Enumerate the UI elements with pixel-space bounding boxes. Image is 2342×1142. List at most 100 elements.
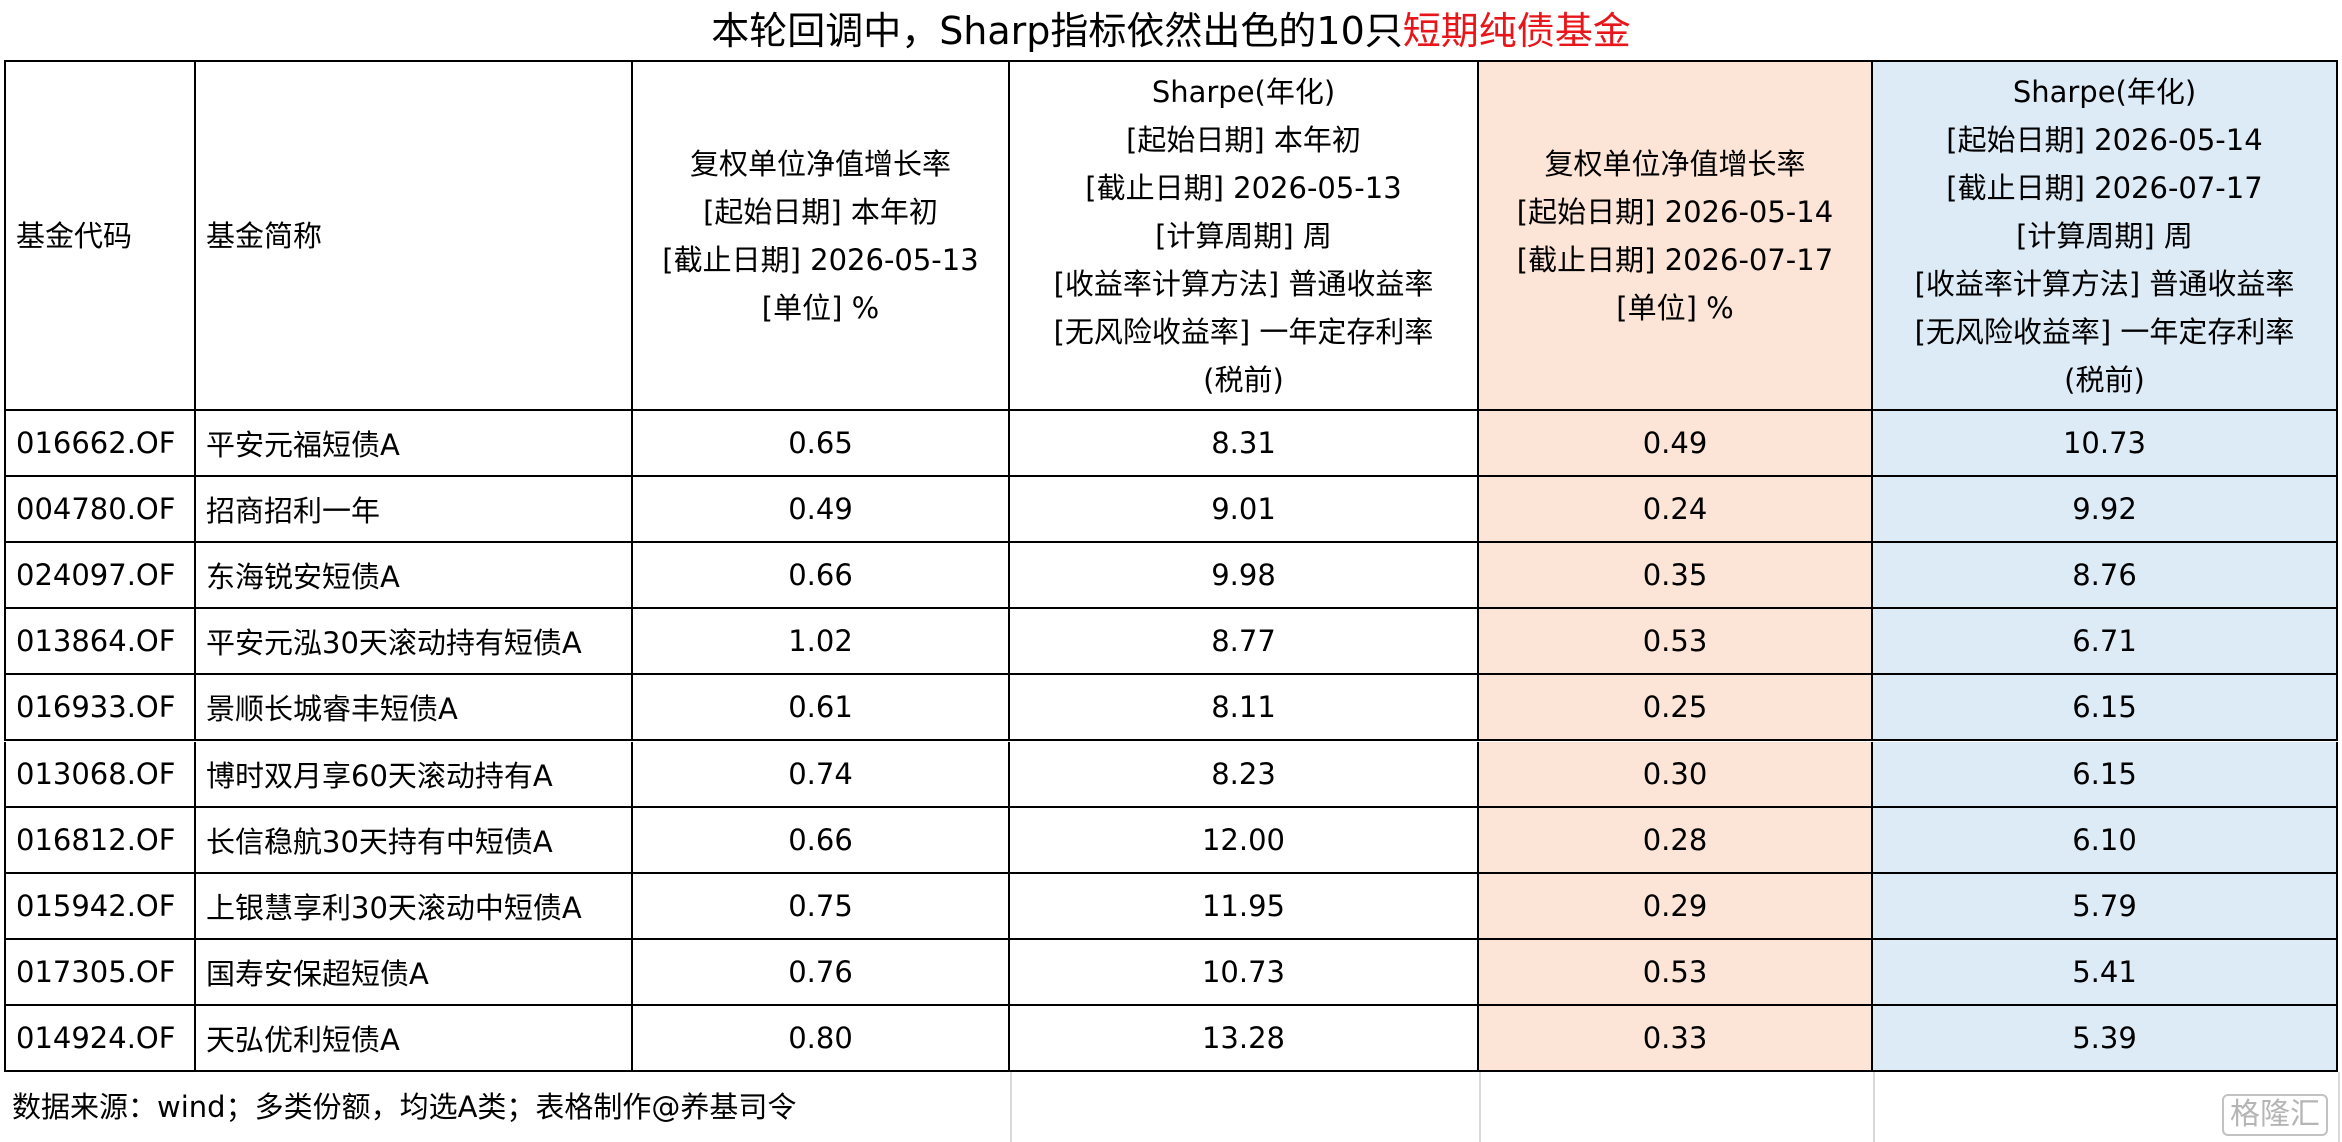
table-cell: 016933.OF xyxy=(4,675,196,742)
table-cell: 0.66 xyxy=(633,807,1010,874)
footer-divider xyxy=(1479,1072,1481,1142)
header-line: [截止日期] 2026-07-17 xyxy=(1516,242,1834,277)
table-cell: 0.80 xyxy=(633,1005,1010,1072)
table-cell: 平安元福短债A xyxy=(196,411,633,478)
table-cell: 5.41 xyxy=(1873,939,2338,1006)
header-line: (税前) xyxy=(2064,362,2145,397)
table-cell: 6.15 xyxy=(1873,741,2338,808)
table-cell: 016812.OF xyxy=(4,807,196,874)
table-cell: 博时双月享60天滚动持有A xyxy=(196,741,633,808)
header-line: 基金代码 xyxy=(16,218,133,253)
table-cell: 11.95 xyxy=(1010,873,1479,940)
table-cell: 8.31 xyxy=(1010,411,1479,478)
header-cell: 复权单位净值增长率 [起始日期] 2026-05-14 [截止日期] 2026-07… xyxy=(1479,60,1873,411)
table-cell: 8.23 xyxy=(1010,741,1479,808)
title-highlight: 短期纯债基金 xyxy=(1402,9,1631,53)
table-cell: 平安元泓30天滚动持有短债A xyxy=(196,609,633,676)
footer-divider xyxy=(1873,1072,1875,1142)
header-line: [起始日期] 2026-05-14 xyxy=(1516,194,1834,229)
header-line: 基金简称 xyxy=(206,218,323,253)
header-line: 复权单位净值增长率 xyxy=(1544,146,1806,181)
table-cell: 017305.OF xyxy=(4,939,196,1006)
table-cell: 13.28 xyxy=(1010,1005,1479,1072)
table-cell: 5.39 xyxy=(1873,1005,2338,1072)
footer-note: 数据来源：wind；多类份额，均选A类；表格制作@养基司令 xyxy=(12,1090,797,1124)
watermark: 格隆汇 xyxy=(2222,1094,2328,1136)
table-cell: 0.35 xyxy=(1479,543,1873,610)
table-cell: 国寿安保超短债A xyxy=(196,939,633,1006)
table-cell: 0.33 xyxy=(1479,1005,1873,1072)
header-line: [无风险收益率] 一年定存利率 xyxy=(1914,314,2295,349)
table-cell: 景顺长城睿丰短债A xyxy=(196,675,633,742)
header-line: [无风险收益率] 一年定存利率 xyxy=(1053,314,1434,349)
header-line: [单位] % xyxy=(1616,290,1734,325)
table-cell: 0.25 xyxy=(1479,675,1873,742)
table-cell: 8.11 xyxy=(1010,675,1479,742)
header-line: [起始日期] 2026-05-14 xyxy=(1946,122,2263,157)
header-line: [收益率计算方法] 普通收益率 xyxy=(1053,266,1434,301)
table-cell: 0.28 xyxy=(1479,807,1873,874)
table-cell: 0.49 xyxy=(1479,411,1873,478)
table-cell: 015942.OF xyxy=(4,873,196,940)
table-cell: 0.75 xyxy=(633,873,1010,940)
table-cell: 招商招利一年 xyxy=(196,477,633,544)
header-line: Sharpe(年化) xyxy=(2012,74,2197,109)
header-line: [收益率计算方法] 普通收益率 xyxy=(1914,266,2295,301)
table-cell: 8.77 xyxy=(1010,609,1479,676)
table-cell: 天弘优利短债A xyxy=(196,1005,633,1072)
table-cell: 6.10 xyxy=(1873,807,2338,874)
table-cell: 0.66 xyxy=(633,543,1010,610)
table-cell: 9.01 xyxy=(1010,477,1479,544)
table-cell: 0.61 xyxy=(633,675,1010,742)
table-cell: 013068.OF xyxy=(4,741,196,808)
header-line: [起始日期] 本年初 xyxy=(703,194,938,229)
table-cell: 5.79 xyxy=(1873,873,2338,940)
table-cell: 0.49 xyxy=(633,477,1010,544)
header-line: (税前) xyxy=(1203,362,1284,397)
header-line: [截止日期] 2026-05-13 xyxy=(1085,170,1402,205)
table-cell: 0.30 xyxy=(1479,741,1873,808)
table-cell: 10.73 xyxy=(1873,411,2338,478)
header-cell: Sharpe(年化) [起始日期] 本年初 [截止日期] 2026-05-13 [计算… xyxy=(1010,60,1479,411)
table-cell: 0.74 xyxy=(633,741,1010,808)
header-line: Sharpe(年化) xyxy=(1151,74,1336,109)
title: 本轮回调中，Sharp指标依然出色的10只短期纯债基金 xyxy=(0,0,2342,60)
header-line: 复权单位净值增长率 xyxy=(689,146,951,181)
header-line: [截止日期] 2026-05-13 xyxy=(662,242,979,277)
table-cell: 024097.OF xyxy=(4,543,196,610)
table-cell: 0.65 xyxy=(633,411,1010,478)
table-cell: 013864.OF xyxy=(4,609,196,676)
table-cell: 6.15 xyxy=(1873,675,2338,742)
table-cell: 1.02 xyxy=(633,609,1010,676)
header-line: [计算周期] 周 xyxy=(2016,218,2193,253)
header-line: [计算周期] 周 xyxy=(1155,218,1332,253)
header-cell: 基金简称 xyxy=(196,60,633,411)
table-cell: 12.00 xyxy=(1010,807,1479,874)
table-cell: 0.24 xyxy=(1479,477,1873,544)
table-cell: 长信稳航30天持有中短债A xyxy=(196,807,633,874)
header-cell: 复权单位净值增长率 [起始日期] 本年初 [截止日期] 2026-05-13 [单位]… xyxy=(633,60,1010,411)
table-cell: 上银慧享利30天滚动中短债A xyxy=(196,873,633,940)
table-cell: 0.76 xyxy=(633,939,1010,1006)
header-cell: Sharpe(年化) [起始日期] 2026-05-14 [截止日期] 2026-0… xyxy=(1873,60,2338,411)
header-line: [截止日期] 2026-07-17 xyxy=(1946,170,2263,205)
header-line: [单位] % xyxy=(761,290,880,325)
table-cell: 9.92 xyxy=(1873,477,2338,544)
table-cell: 8.76 xyxy=(1873,543,2338,610)
table-cell: 016662.OF xyxy=(4,411,196,478)
table-cell: 10.73 xyxy=(1010,939,1479,1006)
footer-divider xyxy=(2338,1072,2340,1142)
table-cell: 9.98 xyxy=(1010,543,1479,610)
table-cell: 0.53 xyxy=(1479,609,1873,676)
title-text: 本轮回调中，Sharp指标依然出色的10只 xyxy=(711,9,1403,53)
footer-divider xyxy=(1010,1072,1012,1142)
header-cell: 基金代码 xyxy=(4,60,196,411)
table-cell: 0.29 xyxy=(1479,873,1873,940)
table-cell: 0.53 xyxy=(1479,939,1873,1006)
table-cell: 004780.OF xyxy=(4,477,196,544)
table-cell: 6.71 xyxy=(1873,609,2338,676)
table-cell: 014924.OF xyxy=(4,1005,196,1072)
table-cell: 东海锐安短债A xyxy=(196,543,633,610)
